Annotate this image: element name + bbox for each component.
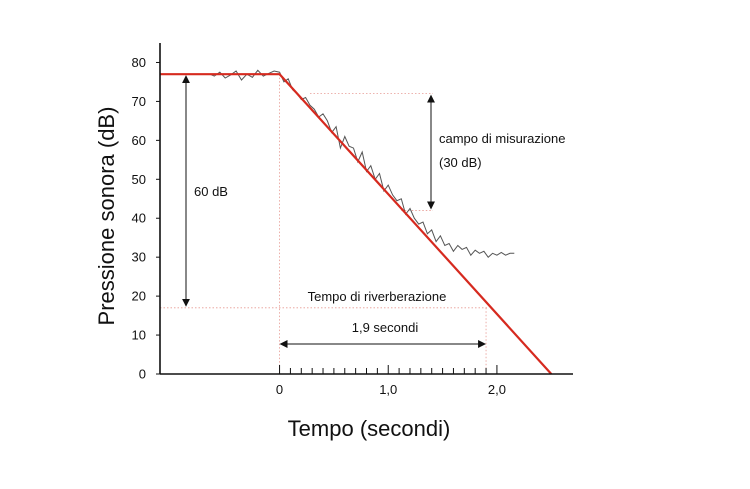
y-axis-ticks: 0 10 20 30 40 50 60 70 80: [132, 55, 160, 382]
annotation-arrows: [182, 75, 487, 348]
annotation-reverb-time: Tempo di riverberazione: [308, 289, 447, 304]
measured-decay-line: [209, 69, 515, 258]
x-tick-label: 1,0: [379, 382, 397, 397]
regression-line-series: [160, 73, 553, 375]
y-tick-label: 30: [132, 250, 146, 265]
y-tick-label: 10: [132, 328, 146, 343]
guide-lines: [160, 74, 489, 374]
annotation-60db: 60 dB: [194, 184, 228, 199]
x-axis-label: Tempo (secondi): [288, 416, 451, 441]
annotation-duration: 1,9 secondi: [352, 320, 419, 335]
y-tick-label: 70: [132, 94, 146, 109]
x-tick-label: 2,0: [488, 382, 506, 397]
y-tick-label: 20: [132, 289, 146, 304]
measured-decay-series: [209, 69, 515, 258]
y-tick-label: 50: [132, 172, 146, 187]
regression-line: [160, 73, 553, 375]
x-axis-ticks: 0 1,0 2,0: [276, 365, 506, 397]
y-tick-label: 40: [132, 211, 146, 226]
y-axis-label: Pressione sonora (dB): [94, 107, 119, 326]
annotation-measuring-range-line1: campo di misurazione: [439, 131, 565, 146]
y-tick-label: 80: [132, 55, 146, 70]
x-tick-label: 0: [276, 382, 283, 397]
y-tick-label: 60: [132, 133, 146, 148]
annotation-measuring-range-line2: (30 dB): [439, 155, 482, 170]
y-tick-label: 0: [139, 367, 146, 382]
